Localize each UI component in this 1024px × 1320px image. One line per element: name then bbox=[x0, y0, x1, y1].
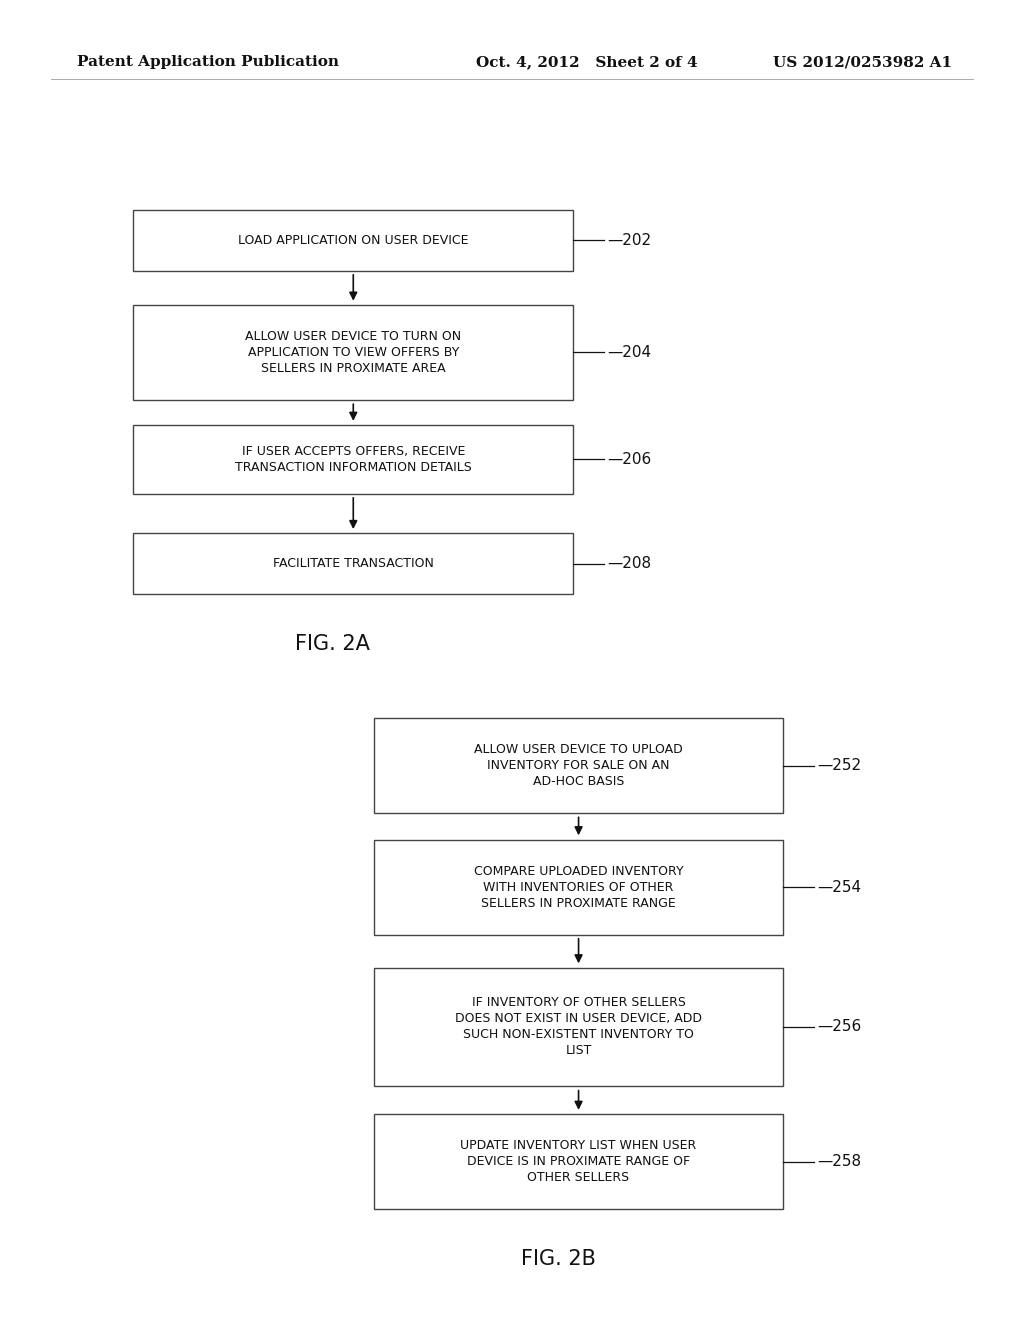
Text: UPDATE INVENTORY LIST WHEN USER
DEVICE IS IN PROXIMATE RANGE OF
OTHER SELLERS: UPDATE INVENTORY LIST WHEN USER DEVICE I… bbox=[461, 1139, 696, 1184]
Text: LOAD APPLICATION ON USER DEVICE: LOAD APPLICATION ON USER DEVICE bbox=[238, 234, 469, 247]
FancyBboxPatch shape bbox=[374, 840, 783, 935]
FancyBboxPatch shape bbox=[374, 968, 783, 1086]
FancyBboxPatch shape bbox=[374, 718, 783, 813]
Text: —258: —258 bbox=[817, 1154, 861, 1170]
Text: —208: —208 bbox=[607, 556, 651, 572]
Text: FACILITATE TRANSACTION: FACILITATE TRANSACTION bbox=[272, 557, 434, 570]
Text: ALLOW USER DEVICE TO TURN ON
APPLICATION TO VIEW OFFERS BY
SELLERS IN PROXIMATE : ALLOW USER DEVICE TO TURN ON APPLICATION… bbox=[245, 330, 462, 375]
Text: —252: —252 bbox=[817, 758, 861, 774]
FancyBboxPatch shape bbox=[133, 210, 573, 271]
FancyBboxPatch shape bbox=[133, 305, 573, 400]
Text: IF USER ACCEPTS OFFERS, RECEIVE
TRANSACTION INFORMATION DETAILS: IF USER ACCEPTS OFFERS, RECEIVE TRANSACT… bbox=[234, 445, 472, 474]
Text: COMPARE UPLOADED INVENTORY
WITH INVENTORIES OF OTHER
SELLERS IN PROXIMATE RANGE: COMPARE UPLOADED INVENTORY WITH INVENTOR… bbox=[474, 865, 683, 909]
Text: ALLOW USER DEVICE TO UPLOAD
INVENTORY FOR SALE ON AN
AD-HOC BASIS: ALLOW USER DEVICE TO UPLOAD INVENTORY FO… bbox=[474, 743, 683, 788]
Text: US 2012/0253982 A1: US 2012/0253982 A1 bbox=[773, 55, 952, 69]
Text: —256: —256 bbox=[817, 1019, 861, 1035]
Text: IF INVENTORY OF OTHER SELLERS
DOES NOT EXIST IN USER DEVICE, ADD
SUCH NON-EXISTE: IF INVENTORY OF OTHER SELLERS DOES NOT E… bbox=[455, 997, 702, 1057]
FancyBboxPatch shape bbox=[133, 425, 573, 494]
Text: Oct. 4, 2012   Sheet 2 of 4: Oct. 4, 2012 Sheet 2 of 4 bbox=[476, 55, 697, 69]
Text: FIG. 2B: FIG. 2B bbox=[520, 1249, 596, 1270]
FancyBboxPatch shape bbox=[133, 533, 573, 594]
Text: —206: —206 bbox=[607, 451, 651, 467]
Text: Patent Application Publication: Patent Application Publication bbox=[77, 55, 339, 69]
FancyBboxPatch shape bbox=[374, 1114, 783, 1209]
Text: —202: —202 bbox=[607, 232, 651, 248]
Text: —204: —204 bbox=[607, 345, 651, 360]
Text: —254: —254 bbox=[817, 879, 861, 895]
Text: FIG. 2A: FIG. 2A bbox=[295, 634, 371, 655]
